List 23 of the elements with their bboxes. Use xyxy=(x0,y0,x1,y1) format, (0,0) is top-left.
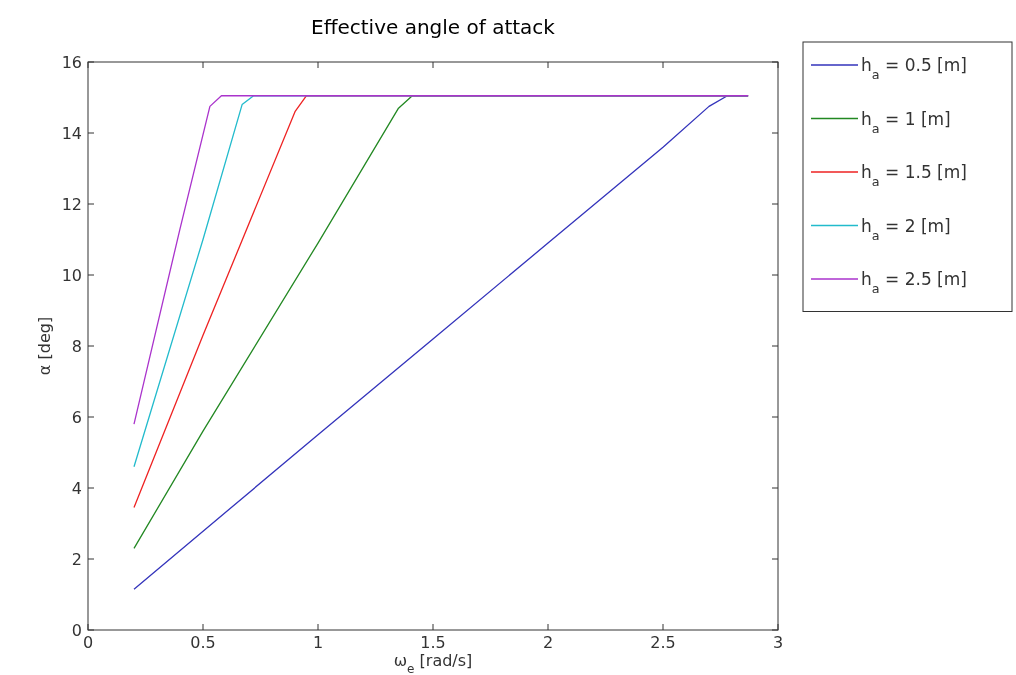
chart-title: Effective angle of attack xyxy=(311,15,556,39)
x-tick-label: 2.5 xyxy=(650,633,676,652)
y-tick-label: 2 xyxy=(71,550,82,569)
x-tick-label: 1.5 xyxy=(420,633,446,652)
y-tick-label: 10 xyxy=(61,266,82,285)
legend-label: h$_{a}$ = 1 [m] xyxy=(861,108,951,135)
x-tick-label: 2 xyxy=(542,633,554,652)
x-axis-title: ω$_{e}$ [rad/s] xyxy=(393,651,473,675)
legend-label: h$_{a}$ = 0.5 [m] xyxy=(861,55,967,82)
y-tick-label: 0 xyxy=(71,621,82,640)
y-tick-label: 6 xyxy=(71,408,82,427)
x-tick-label: 0.5 xyxy=(190,633,216,652)
y-tick-label: 16 xyxy=(61,53,82,72)
y-axis-title: α [deg] xyxy=(35,316,54,376)
y-tick-label: 4 xyxy=(71,479,82,498)
legend-label: h$_{a}$ = 2.5 [m] xyxy=(861,269,967,296)
y-tick-label: 8 xyxy=(71,337,82,356)
x-tick-label: 3 xyxy=(772,633,784,652)
legend-label: h$_{a}$ = 1.5 [m] xyxy=(861,162,967,189)
legend-label: h$_{a}$ = 2 [m] xyxy=(861,215,951,242)
y-tick-label: 14 xyxy=(61,124,82,143)
x-tick-label: 1 xyxy=(312,633,324,652)
y-tick-label: 12 xyxy=(61,195,82,214)
